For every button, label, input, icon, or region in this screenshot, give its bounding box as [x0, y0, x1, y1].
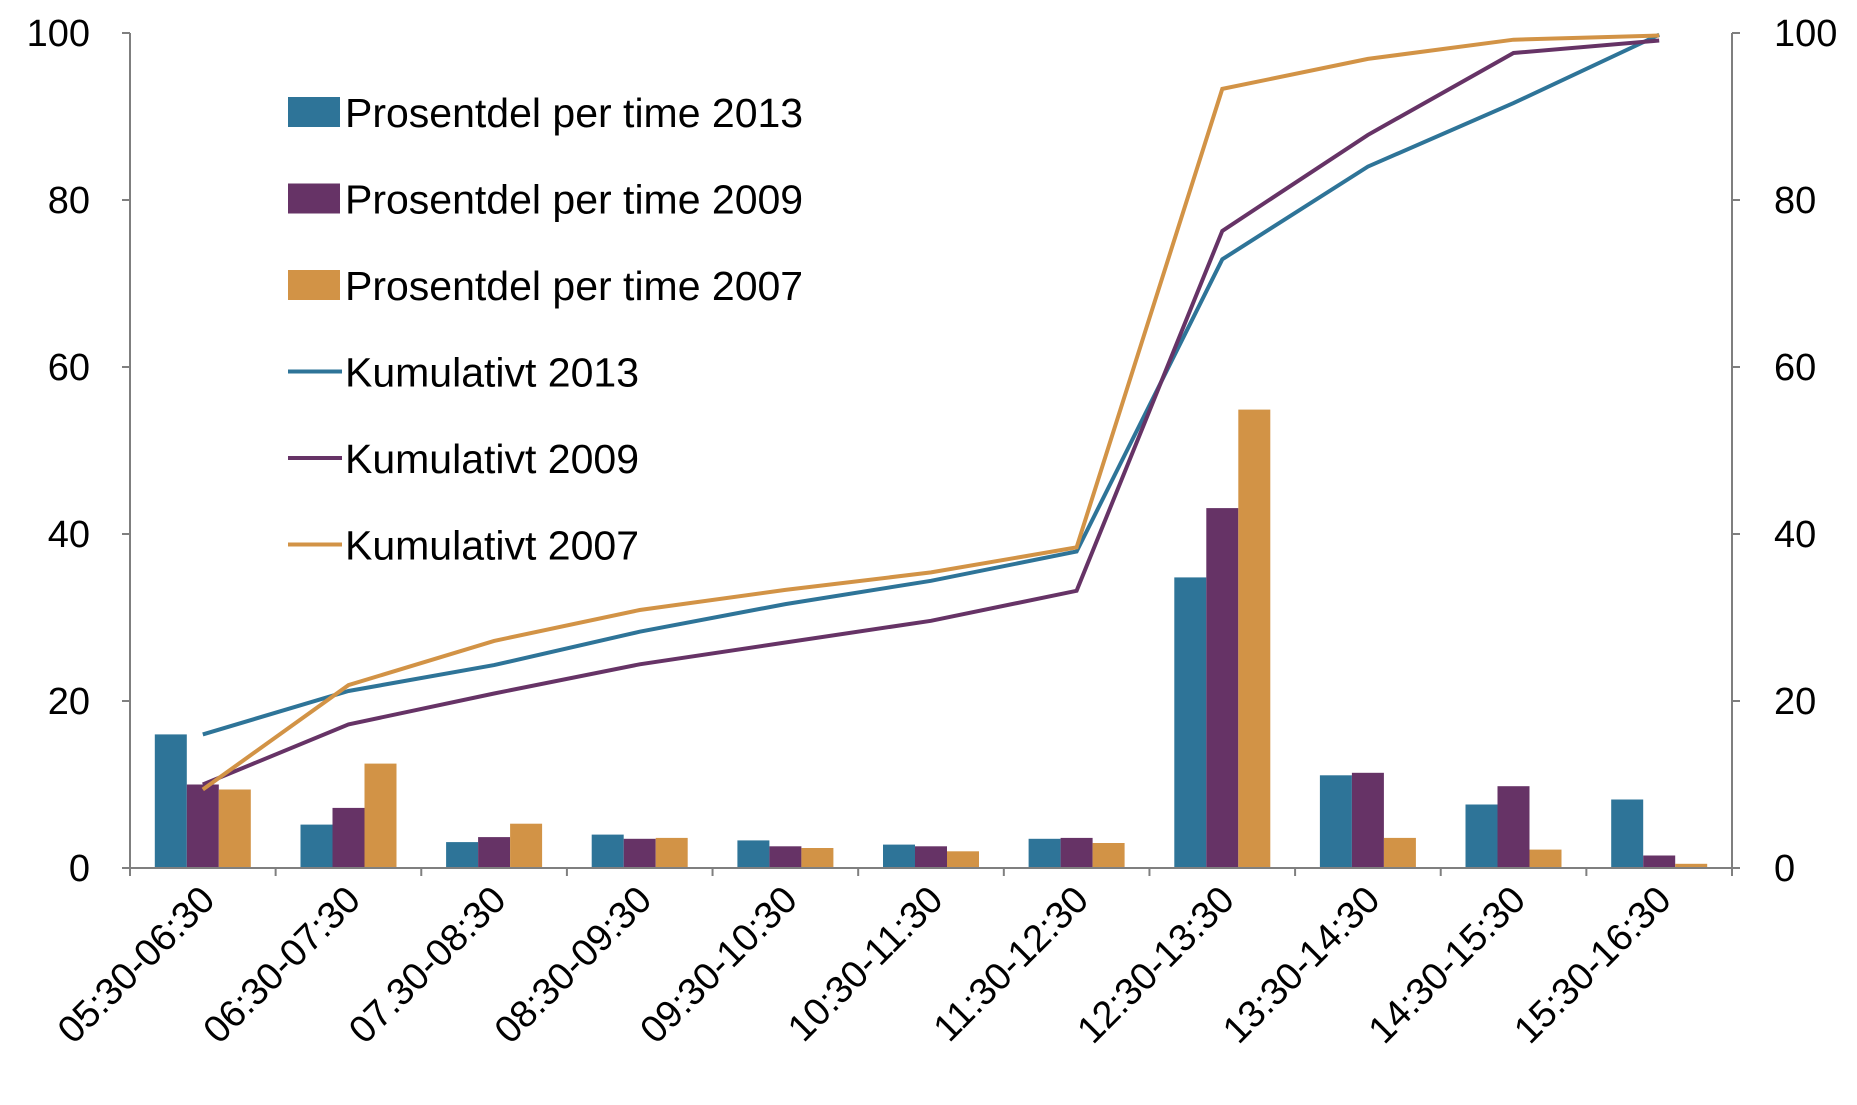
bar — [1060, 837, 1093, 868]
legend-swatch — [288, 270, 340, 300]
bar — [332, 807, 365, 868]
x-tick-label: 14:30-15:30 — [1361, 879, 1534, 1052]
series-line — [202, 38, 1660, 787]
axes-layer: 0 20 40 60 80 100 0 20 40 60 80 100 05:30-06:3006:30… — [27, 13, 1838, 1052]
bar — [1643, 855, 1676, 868]
bar — [915, 846, 947, 868]
x-tick-label: 15:30-16:30 — [1506, 879, 1679, 1052]
x-tick-label: 09:30-10:30 — [633, 879, 806, 1052]
x-tick-label: 07.30-08:30 — [341, 879, 514, 1052]
y2-tick-label: 60 — [1774, 347, 1816, 389]
bar — [300, 824, 333, 868]
x-tick-label: 13:30-14:30 — [1215, 879, 1388, 1052]
legend-label: Kumulativt 2007 — [345, 523, 639, 569]
bar — [364, 763, 397, 868]
bar — [1092, 843, 1125, 868]
y2-tick-label: 80 — [1774, 180, 1816, 222]
bar — [186, 784, 219, 868]
legend-label: Prosentdel per time 2007 — [345, 263, 803, 309]
bar — [1238, 409, 1271, 868]
bar — [623, 838, 656, 868]
bar — [1319, 775, 1352, 868]
x-tick-label: 08:30-09:30 — [487, 879, 660, 1052]
y-tick-label: 40 — [48, 514, 90, 556]
bar — [769, 846, 802, 868]
bar — [883, 844, 915, 868]
bars-layer — [154, 409, 1708, 868]
bar — [1174, 577, 1207, 868]
y-tick-label: 80 — [48, 180, 90, 222]
y-tick-label: 60 — [48, 347, 90, 389]
bar — [154, 734, 187, 868]
bar — [1675, 863, 1708, 868]
lines-layer — [201, 32, 1661, 792]
y-tick-label: 20 — [48, 681, 90, 723]
bar — [1529, 849, 1562, 868]
y2-tick-label: 100 — [1774, 13, 1837, 55]
bar — [737, 840, 770, 868]
bar — [947, 851, 979, 868]
legend: Prosentdel per time 2013 Prosentdel per t… — [288, 90, 803, 569]
x-tick-label: 10:30-11:30 — [780, 879, 951, 1050]
bar — [478, 837, 511, 868]
y-tick-label: 100 — [27, 13, 90, 55]
legend-label: Prosentdel per time 2009 — [345, 177, 803, 223]
bar — [1465, 804, 1498, 868]
bar — [1497, 786, 1530, 868]
y2-tick-label: 0 — [1774, 848, 1795, 890]
legend-label: Kumulativt 2013 — [345, 350, 639, 396]
series-line — [201, 33, 1660, 792]
bar — [801, 848, 834, 868]
bar — [446, 842, 479, 868]
bar — [1383, 837, 1416, 868]
bar — [1206, 508, 1239, 868]
y-tick-label: 0 — [69, 848, 90, 890]
bar — [655, 837, 688, 868]
bar — [591, 834, 624, 868]
x-tick-label: 12:30-13:30 — [1070, 879, 1243, 1052]
bar — [1028, 838, 1061, 868]
legend-swatch — [288, 183, 340, 214]
bar — [218, 789, 251, 868]
legend-label: Prosentdel per time 2013 — [345, 90, 803, 136]
bar — [510, 823, 543, 868]
y2-tick-label: 20 — [1774, 681, 1816, 723]
legend-swatch — [288, 97, 340, 127]
legend-label: Kumulativt 2009 — [345, 436, 639, 482]
x-tick-label: 06:30-07:30 — [196, 879, 369, 1052]
x-tick-label: 05:30-06:30 — [50, 879, 223, 1052]
bar — [1611, 799, 1644, 868]
bar — [1351, 772, 1384, 868]
series-line — [202, 32, 1661, 737]
y2-tick-label: 40 — [1774, 514, 1816, 556]
